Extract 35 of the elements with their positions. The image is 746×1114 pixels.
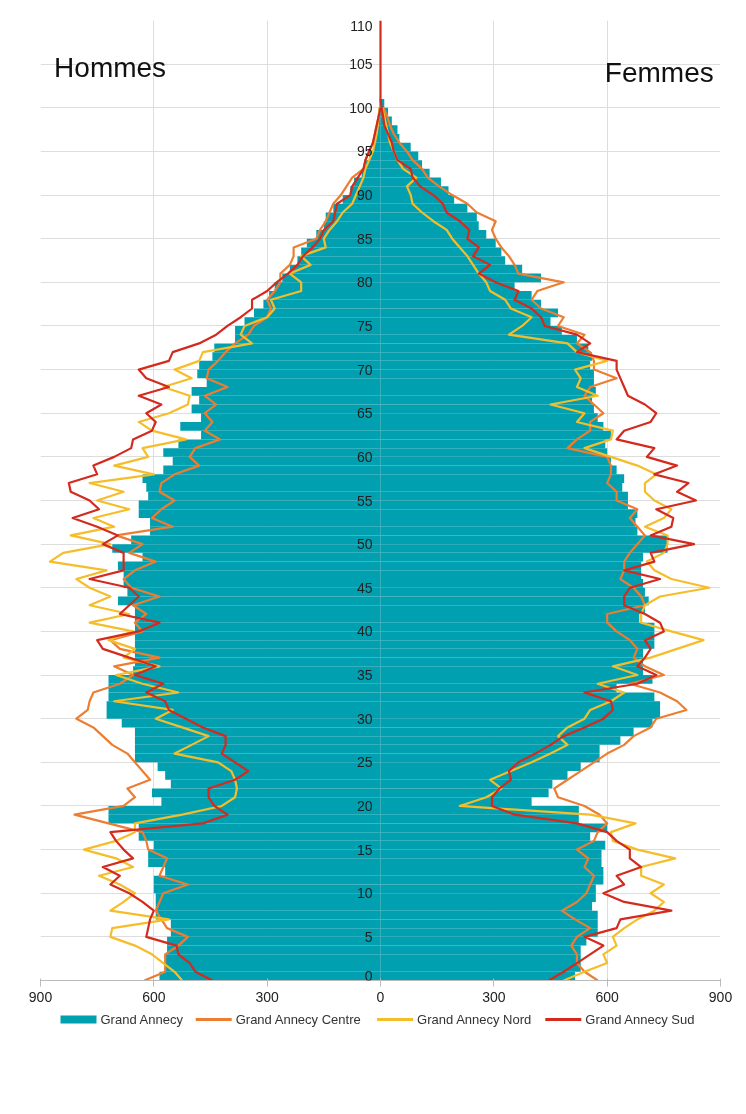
y-tick-label: 40 <box>356 623 373 640</box>
y-tick-label: 90 <box>356 187 373 204</box>
y-tick-label: 35 <box>356 667 373 684</box>
x-tick-label: 300 <box>482 988 506 1005</box>
y-tick-label: 100 <box>349 99 373 116</box>
y-tick-label: 80 <box>356 274 373 291</box>
y-tick-label: 60 <box>356 448 373 465</box>
legend-label: Grand Annecy Sud <box>585 1012 695 1027</box>
legend-label: Grand Annecy <box>100 1012 184 1027</box>
y-tick-label: 50 <box>356 536 373 553</box>
y-tick-label: 25 <box>356 754 373 771</box>
legend-label: Grand Annecy Centre <box>235 1012 361 1027</box>
annotation: Femmes <box>604 56 714 88</box>
y-tick-label: 15 <box>356 841 373 858</box>
y-tick-label: 85 <box>356 230 373 247</box>
y-tick-label: 20 <box>356 797 373 814</box>
x-tick-label: 600 <box>595 988 620 1005</box>
y-tick-label: 30 <box>356 710 373 727</box>
y-tick-label: 10 <box>356 885 373 902</box>
x-tick-label: 0 <box>376 988 385 1005</box>
y-tick-label: 45 <box>356 579 373 596</box>
y-tick-label: 75 <box>356 317 373 334</box>
y-tick-label: 5 <box>364 928 373 945</box>
x-tick-label: 300 <box>255 988 280 1005</box>
legend-label: Grand Annecy Nord <box>417 1012 532 1027</box>
y-tick-label: 0 <box>364 967 373 984</box>
y-tick-label: 70 <box>356 361 373 378</box>
x-tick-label: 900 <box>708 988 733 1005</box>
annotation: Hommes <box>54 51 167 83</box>
x-tick-label: 600 <box>142 988 166 1005</box>
y-tick-label: 110 <box>350 17 373 34</box>
x-tick-label: 900 <box>28 988 53 1005</box>
y-tick-label: 65 <box>356 405 373 422</box>
y-tick-label: 105 <box>349 56 373 73</box>
y-tick-label: 55 <box>356 492 373 509</box>
